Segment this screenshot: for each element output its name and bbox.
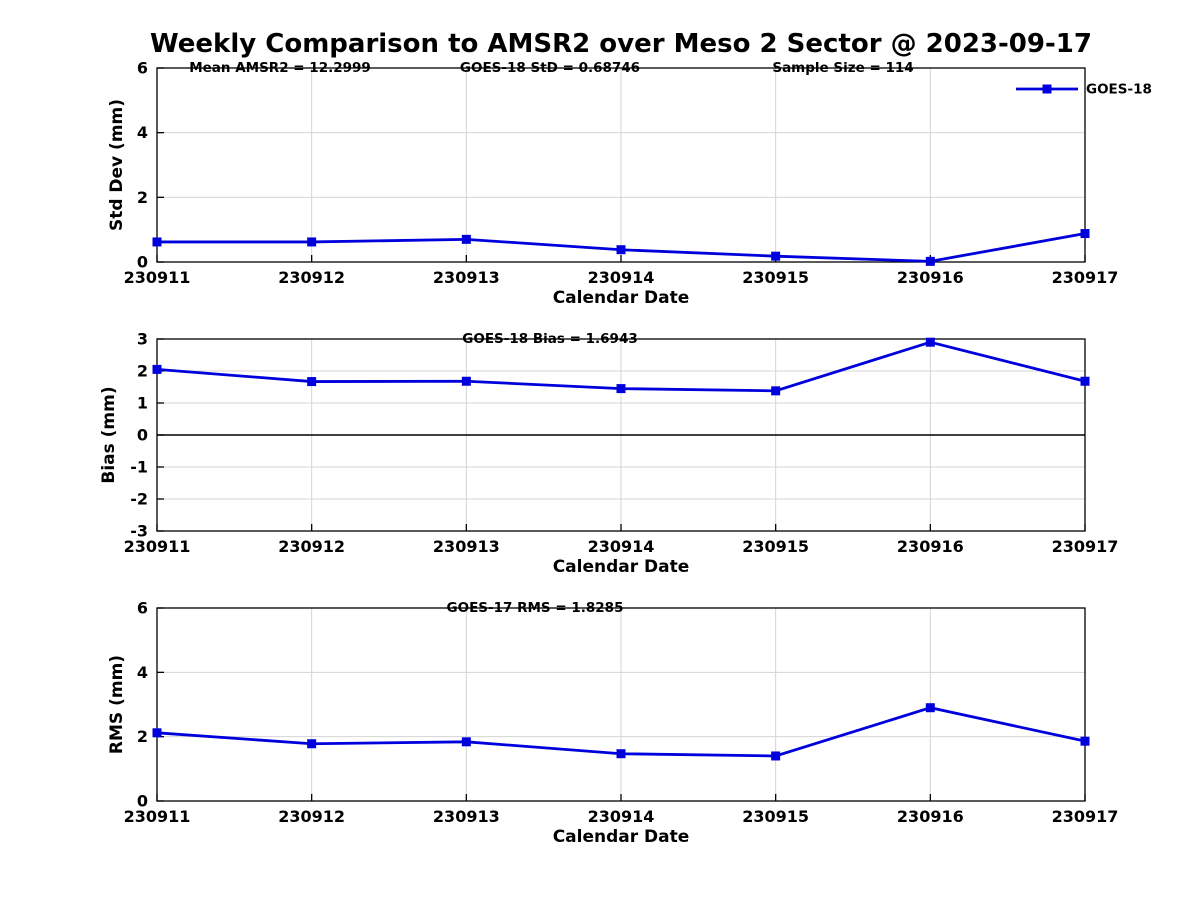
x-tick-label: 230913 xyxy=(433,268,500,287)
data-point xyxy=(152,728,162,738)
x-tick-label: 230917 xyxy=(1052,537,1119,556)
data-point xyxy=(1080,736,1090,746)
y-tick-label: -3 xyxy=(130,522,148,541)
data-point xyxy=(925,337,935,347)
y-tick-label: 6 xyxy=(137,599,148,618)
figure-title: Weekly Comparison to AMSR2 over Meso 2 S… xyxy=(150,29,1092,59)
y-axis-label: RMS (mm) xyxy=(107,655,127,754)
subplot-bias-mm: 230911 230912 230913 230914 230915 230916 2309… xyxy=(99,330,1118,578)
data-point xyxy=(616,384,626,394)
x-tick-label: 230914 xyxy=(588,807,655,826)
annotation: GOES-18 StD = 0.68746 xyxy=(460,60,640,76)
x-tick-label: 230912 xyxy=(278,537,345,556)
x-tick-label: 230912 xyxy=(278,807,345,826)
y-tick-label: 0 xyxy=(137,426,148,445)
y-tick-label: 4 xyxy=(137,123,148,142)
y-tick-label: 4 xyxy=(137,663,148,682)
x-axis-label: Calendar Date xyxy=(553,827,690,847)
y-tick-label: -2 xyxy=(130,490,148,509)
annotation: Mean AMSR2 = 12.2999 xyxy=(189,60,371,76)
x-tick-label: 230913 xyxy=(433,537,500,556)
data-point xyxy=(152,364,162,374)
x-tick-label: 230914 xyxy=(588,537,655,556)
x-tick-label: 230911 xyxy=(124,537,191,556)
x-axis-label: Calendar Date xyxy=(553,557,690,577)
x-tick-label: 230917 xyxy=(1052,268,1119,287)
x-tick-label: 230917 xyxy=(1052,807,1119,826)
x-tick-label: 230915 xyxy=(742,268,809,287)
data-point xyxy=(771,751,781,761)
data-point xyxy=(1080,229,1090,239)
data-point xyxy=(461,376,471,386)
data-point xyxy=(925,256,935,266)
data-point xyxy=(616,749,626,759)
data-point xyxy=(925,703,935,713)
x-tick-label: 230916 xyxy=(897,807,964,826)
subplot-std-dev-mm: 230911 230912 230913 230914 230915 230916 2309… xyxy=(107,59,1152,309)
x-tick-label: 230911 xyxy=(124,268,191,287)
x-tick-label: 230911 xyxy=(124,807,191,826)
x-tick-label: 230916 xyxy=(897,268,964,287)
x-tick-label: 230915 xyxy=(742,807,809,826)
y-tick-label: 2 xyxy=(137,188,148,207)
data-point xyxy=(152,237,162,247)
data-point xyxy=(307,377,317,387)
legend-label: GOES-18 xyxy=(1086,82,1152,98)
data-point xyxy=(771,386,781,396)
y-tick-label: 2 xyxy=(137,727,148,746)
data-point xyxy=(307,739,317,749)
x-axis-label: Calendar Date xyxy=(553,288,690,308)
data-point xyxy=(461,737,471,747)
legend: GOES-18 xyxy=(1016,82,1152,98)
data-point xyxy=(616,245,626,255)
x-tick-label: 230916 xyxy=(897,537,964,556)
y-tick-label: 3 xyxy=(137,330,148,349)
y-axis-label: Bias (mm) xyxy=(99,386,119,483)
y-tick-label: 0 xyxy=(137,253,148,272)
data-point xyxy=(307,237,317,247)
y-tick-label: 6 xyxy=(137,59,148,78)
annotation: GOES-18 Bias = 1.6943 xyxy=(462,331,637,347)
annotation: GOES-17 RMS = 1.8285 xyxy=(447,600,624,616)
x-tick-label: 230913 xyxy=(433,807,500,826)
legend-marker-icon xyxy=(1042,84,1052,94)
y-tick-label: 2 xyxy=(137,362,148,381)
y-tick-label: -1 xyxy=(130,458,148,477)
x-tick-label: 230914 xyxy=(588,268,655,287)
data-point xyxy=(461,234,471,244)
subplot-rms-mm: 230911 230912 230913 230914 230915 230916 2309… xyxy=(107,599,1118,848)
annotation: Sample Size = 114 xyxy=(772,60,913,76)
data-point xyxy=(1080,376,1090,386)
y-tick-label: 1 xyxy=(137,394,148,413)
y-axis-label: Std Dev (mm) xyxy=(107,99,127,231)
y-tick-label: 0 xyxy=(137,792,148,811)
data-point xyxy=(771,251,781,261)
x-tick-label: 230912 xyxy=(278,268,345,287)
x-tick-label: 230915 xyxy=(742,537,809,556)
